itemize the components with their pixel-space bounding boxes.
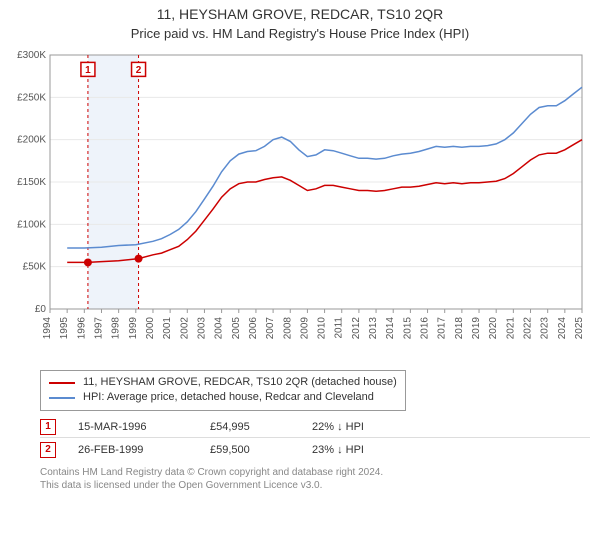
svg-text:2007: 2007 <box>265 317 276 340</box>
svg-text:1995: 1995 <box>59 317 70 340</box>
svg-text:2025: 2025 <box>574 317 585 340</box>
svg-text:2021: 2021 <box>505 317 516 340</box>
svg-text:2012: 2012 <box>351 317 362 340</box>
svg-text:1999: 1999 <box>128 317 139 340</box>
sale-price: £54,995 <box>210 421 290 433</box>
svg-text:2006: 2006 <box>248 317 259 340</box>
legend-swatch-price <box>49 382 75 384</box>
svg-text:1996: 1996 <box>76 317 87 340</box>
svg-text:2000: 2000 <box>145 317 156 340</box>
footer-line: This data is licensed under the Open Gov… <box>40 479 590 492</box>
legend-row: 11, HEYSHAM GROVE, REDCAR, TS10 2QR (det… <box>49 375 397 390</box>
svg-text:2019: 2019 <box>471 317 482 340</box>
legend-label: HPI: Average price, detached house, Redc… <box>83 390 374 405</box>
svg-text:£200K: £200K <box>17 135 46 146</box>
svg-text:2009: 2009 <box>299 317 310 340</box>
svg-text:2: 2 <box>136 65 142 76</box>
svg-text:2005: 2005 <box>231 317 242 340</box>
sale-hpi-delta: 23% ↓ HPI <box>312 444 402 456</box>
sale-price: £59,500 <box>210 444 290 456</box>
legend-row: HPI: Average price, detached house, Redc… <box>49 390 397 405</box>
svg-text:2015: 2015 <box>402 317 413 340</box>
header-block: 11, HEYSHAM GROVE, REDCAR, TS10 2QR Pric… <box>0 0 600 43</box>
sale-marker-badge: 2 <box>40 442 56 458</box>
svg-text:1998: 1998 <box>111 317 122 340</box>
footer-line: Contains HM Land Registry data © Crown c… <box>40 466 590 479</box>
svg-text:2013: 2013 <box>368 317 379 340</box>
svg-text:£300K: £300K <box>17 50 46 61</box>
legend-swatch-hpi <box>49 397 75 399</box>
svg-text:2020: 2020 <box>488 317 499 340</box>
table-row: 1 15-MAR-1996 £54,995 22% ↓ HPI <box>40 415 590 438</box>
svg-text:2024: 2024 <box>557 317 568 340</box>
legend-box: 11, HEYSHAM GROVE, REDCAR, TS10 2QR (det… <box>40 370 406 411</box>
svg-text:2011: 2011 <box>334 317 345 339</box>
svg-text:2016: 2016 <box>420 317 431 340</box>
svg-text:£100K: £100K <box>17 219 46 230</box>
svg-text:2022: 2022 <box>523 317 534 340</box>
legend-label: 11, HEYSHAM GROVE, REDCAR, TS10 2QR (det… <box>83 375 397 390</box>
svg-text:2010: 2010 <box>317 317 328 340</box>
chart-container: £0 £50K £100K £150K £200K £250K £300K 1994 1995 1… <box>10 47 590 362</box>
svg-text:2008: 2008 <box>282 317 293 340</box>
footer-note: Contains HM Land Registry data © Crown c… <box>40 466 590 492</box>
svg-text:2018: 2018 <box>454 317 465 340</box>
price-chart: £0 £50K £100K £150K £200K £250K £300K 1994 1995 1… <box>10 47 586 357</box>
svg-text:£50K: £50K <box>23 262 47 273</box>
svg-text:£150K: £150K <box>17 177 46 188</box>
svg-text:2023: 2023 <box>540 317 551 340</box>
svg-text:2003: 2003 <box>196 317 207 340</box>
svg-text:£250K: £250K <box>17 92 46 103</box>
svg-text:1994: 1994 <box>42 317 53 340</box>
svg-text:2002: 2002 <box>179 317 190 340</box>
svg-text:1: 1 <box>85 65 91 76</box>
svg-text:2001: 2001 <box>162 317 173 340</box>
svg-text:£0: £0 <box>35 304 47 315</box>
sales-table: 1 15-MAR-1996 £54,995 22% ↓ HPI 2 26-FEB… <box>40 415 590 460</box>
svg-text:2017: 2017 <box>437 317 448 340</box>
svg-text:1997: 1997 <box>93 317 104 340</box>
sale-date: 26-FEB-1999 <box>78 444 188 456</box>
svg-text:2004: 2004 <box>214 317 225 340</box>
sale-hpi-delta: 22% ↓ HPI <box>312 421 402 433</box>
table-row: 2 26-FEB-1999 £59,500 23% ↓ HPI <box>40 438 590 460</box>
sale-marker-badge: 1 <box>40 419 56 435</box>
page-subtitle: Price paid vs. HM Land Registry's House … <box>0 26 600 41</box>
svg-text:2014: 2014 <box>385 317 396 340</box>
sale-date: 15-MAR-1996 <box>78 421 188 433</box>
page-title: 11, HEYSHAM GROVE, REDCAR, TS10 2QR <box>0 6 600 22</box>
